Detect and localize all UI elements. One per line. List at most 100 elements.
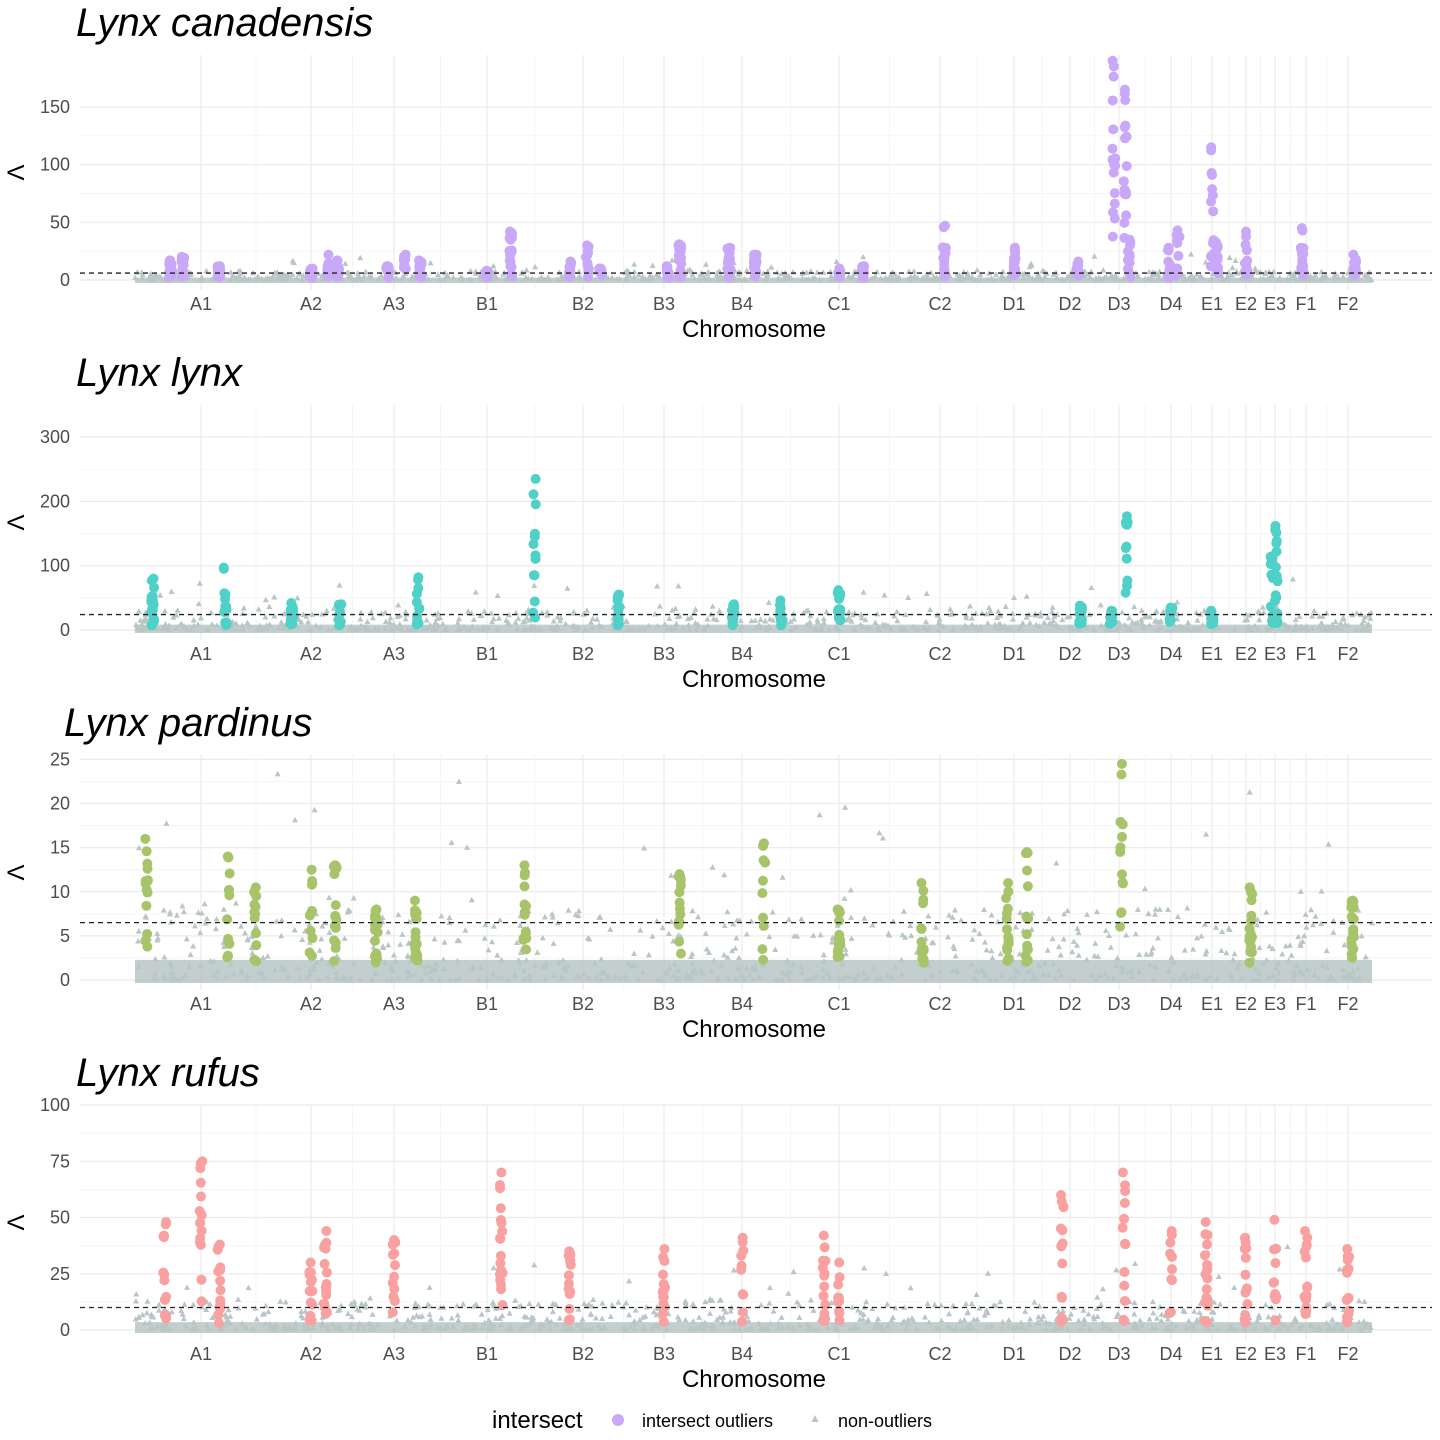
non-outlier-point — [656, 603, 663, 609]
non-outlier-point — [1210, 1309, 1217, 1315]
outlier-point — [918, 894, 929, 905]
outlier-point — [834, 929, 845, 940]
outlier-point — [564, 1248, 575, 1259]
outlier-point — [663, 272, 674, 283]
outlier-point — [215, 1302, 226, 1313]
outlier-point — [658, 1316, 669, 1327]
non-outlier-point — [1196, 1309, 1203, 1316]
non-outlier-point — [649, 933, 656, 939]
non-outlier-point — [448, 839, 455, 845]
non-outlier-point — [305, 618, 312, 625]
non-outlier-point — [489, 618, 496, 625]
non-outlier-point — [1218, 947, 1225, 954]
non-outlier-point — [944, 933, 951, 940]
non-outlier-point — [346, 273, 353, 279]
y-axis-title: Λ — [3, 1214, 30, 1230]
non-outlier-point — [252, 923, 259, 929]
non-outlier-point — [1234, 270, 1241, 276]
non-outlier-point — [348, 1300, 355, 1307]
non-outlier-point — [632, 1307, 639, 1313]
outlier-point — [321, 1281, 332, 1292]
non-outlier-point — [1094, 1294, 1101, 1300]
non-outlier-point — [390, 951, 397, 958]
outlier-point — [757, 888, 768, 899]
non-outlier-point — [1184, 905, 1191, 911]
non-outlier-point — [765, 599, 772, 606]
non-outlier-point — [1269, 945, 1276, 952]
outlier-point — [1117, 1167, 1128, 1178]
x-tick-label: C1 — [827, 294, 850, 314]
outlier-point — [519, 860, 530, 871]
non-outlier-point — [494, 592, 501, 599]
outlier-point — [659, 1244, 670, 1254]
outlier-point — [657, 1308, 668, 1319]
outlier-point — [414, 603, 425, 614]
non-outlier-point — [512, 1297, 519, 1303]
outlier-point — [1119, 1197, 1130, 1208]
outlier-point — [147, 594, 158, 605]
x-tick-label: D3 — [1107, 994, 1130, 1014]
non-outlier-point — [1044, 947, 1051, 953]
x-tick-label: D2 — [1058, 644, 1081, 664]
non-outlier-point — [592, 1315, 599, 1321]
outlier-point — [149, 582, 160, 593]
non-outlier-point — [521, 1313, 528, 1320]
non-outlier-point — [556, 269, 563, 275]
outlier-point — [400, 263, 411, 274]
non-outlier-point — [1119, 609, 1126, 615]
non-outlier-point — [733, 934, 740, 941]
outlier-point — [1119, 217, 1130, 228]
non-outlier-point — [1215, 1273, 1222, 1280]
non-outlier-point — [1026, 263, 1033, 270]
x-tick-label: B4 — [731, 644, 753, 664]
outlier-point — [1002, 955, 1013, 966]
non-outlier-point — [306, 921, 313, 927]
non-outlier-point — [1069, 948, 1076, 955]
non-outlier-point — [173, 612, 180, 618]
outlier-point — [1202, 1300, 1213, 1311]
outlier-point — [147, 604, 158, 615]
non-outlier-point — [688, 953, 695, 959]
non-outlier-point — [1152, 911, 1159, 917]
non-outlier-point — [227, 1313, 234, 1319]
non-outlier-point — [828, 939, 835, 945]
non-outlier-point — [572, 911, 579, 917]
non-outlier-point — [894, 617, 901, 624]
non-outlier-point — [1201, 607, 1208, 614]
non-outlier-point — [654, 582, 661, 589]
non-outlier-point — [894, 608, 901, 614]
non-outlier-point — [758, 1302, 765, 1308]
non-outlier-point — [814, 269, 821, 275]
outlier-point — [1298, 243, 1309, 254]
outlier-point — [1240, 1237, 1251, 1248]
non-outlier-point — [997, 950, 1004, 957]
non-outlier-point — [1132, 1260, 1139, 1267]
non-outlier-point — [990, 1302, 997, 1308]
chart-title: Lynx canadensis — [76, 1, 373, 45]
non-outlier-point — [997, 612, 1004, 619]
non-outlier-point — [1037, 609, 1044, 616]
outlier-point — [1297, 255, 1308, 266]
non-outlier-point — [706, 1310, 713, 1316]
non-outlier-point — [1201, 921, 1208, 927]
non-outlier-point — [1190, 946, 1197, 952]
outlier-point — [1200, 1217, 1211, 1227]
outlier-point — [737, 1306, 748, 1317]
x-axis-title: Chromosome — [682, 316, 826, 343]
non-outlier-point — [714, 1316, 721, 1322]
non-outlier-point — [416, 1313, 423, 1320]
outlier-point — [506, 269, 517, 280]
non-outlier-point — [1318, 888, 1325, 894]
non-outlier-point — [538, 609, 545, 615]
non-outlier-point — [489, 938, 496, 945]
non-outlier-point — [1011, 594, 1018, 600]
non-outlier-point — [454, 1312, 461, 1318]
outlier-point — [330, 911, 341, 922]
non-outlier-point — [947, 606, 954, 612]
outlier-point — [223, 852, 234, 863]
non-outlier-point — [1149, 945, 1156, 951]
non-outlier-point — [161, 1305, 168, 1312]
non-outlier-point — [735, 271, 742, 277]
non-outlier-point — [178, 1307, 185, 1313]
non-outlier-point — [1134, 906, 1141, 912]
